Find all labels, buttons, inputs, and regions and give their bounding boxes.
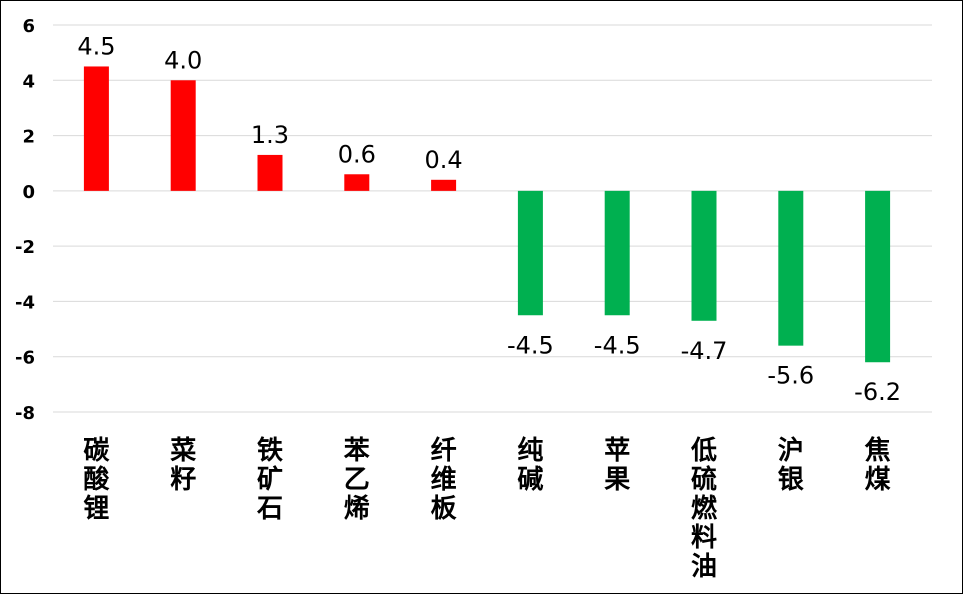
y-tick-label: -2 — [15, 237, 35, 258]
bar — [604, 190, 630, 316]
y-tick-label: 6 — [22, 16, 35, 37]
y-tick-label: 2 — [22, 127, 35, 148]
category-label: 低硫燃料油 — [690, 436, 718, 582]
category-label: 纯碱 — [517, 435, 543, 495]
data-label: -4.5 — [507, 331, 554, 359]
bar — [778, 190, 804, 346]
category-label: 菜籽 — [169, 436, 196, 495]
bar — [517, 190, 543, 316]
data-label: -4.7 — [681, 337, 728, 365]
data-labels: 4.5 4.0 1.3 0.6 0.4 -4.5 -4.5 -4.7 -5.6 -6.2 — [77, 32, 901, 406]
grid-layer — [53, 24, 932, 413]
data-label: 1.3 — [251, 121, 289, 149]
bar — [83, 66, 109, 191]
data-label: 0.4 — [425, 146, 463, 174]
data-label: 4.5 — [77, 32, 115, 60]
category-label: 沪银 — [778, 436, 805, 495]
data-label: -4.5 — [594, 331, 641, 359]
category-label: 碳酸锂 — [83, 436, 110, 524]
category-labels: 碳酸锂 菜籽 铁矿石 苯乙烯 纤维板 纯碱 苹果 低硫燃料油 沪银 焦煤 — [83, 435, 890, 582]
bars — [83, 66, 891, 363]
bar — [170, 80, 196, 191]
data-label: -6.2 — [854, 378, 901, 406]
category-label: 铁矿石 — [256, 435, 283, 524]
bar — [257, 154, 283, 191]
data-label: 0.6 — [338, 140, 376, 168]
y-tick-label: 0 — [22, 182, 35, 203]
category-label: 苹果 — [604, 436, 630, 495]
y-tick-label: -8 — [15, 403, 35, 424]
category-label: 纤维板 — [431, 436, 457, 524]
bar — [344, 174, 370, 191]
y-tick-label: -4 — [15, 292, 35, 313]
bar — [691, 190, 717, 321]
data-label: -5.6 — [767, 362, 814, 390]
bar — [865, 190, 891, 363]
y-tick-label: -6 — [15, 348, 35, 369]
y-axis-ticks: 6 4 2 0 -2 -4 -6 -8 — [15, 16, 35, 424]
data-label: 4.0 — [164, 46, 202, 74]
category-label: 苯乙烯 — [343, 436, 370, 524]
y-tick-label: 4 — [22, 71, 35, 92]
category-label: 焦煤 — [865, 435, 891, 495]
bar — [431, 179, 457, 191]
